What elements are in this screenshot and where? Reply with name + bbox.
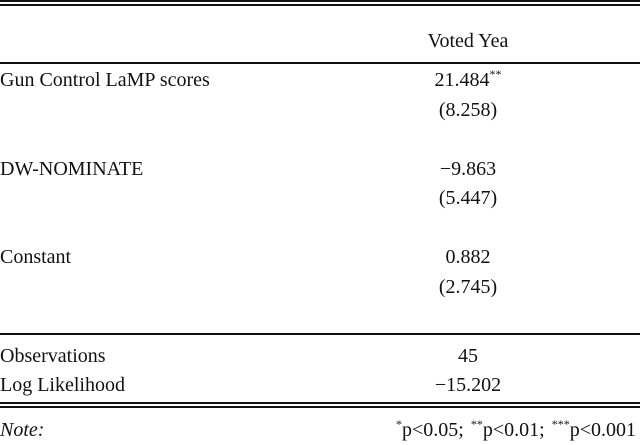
top-rule [0, 0, 640, 2]
note-item: p<0.05; [402, 419, 464, 441]
stat-label: Log Likelihood [0, 374, 125, 396]
coef-value: 0.882 [445, 246, 491, 268]
bottom-rule [0, 406, 640, 408]
stat-label: Observations [0, 345, 106, 367]
std-error: (8.258) [438, 99, 498, 121]
header-rule [0, 62, 640, 64]
note-stars: * [396, 417, 403, 431]
note-item: p<0.001 [569, 419, 636, 441]
row-label: Constant [0, 246, 72, 268]
coef: 21.484** [435, 68, 502, 92]
stat-value: 45 [458, 345, 478, 367]
note-label: Note: [0, 419, 45, 441]
column-header: Voted Yea [427, 30, 509, 52]
top-rule [0, 4, 640, 6]
std-error: (5.447) [438, 187, 498, 209]
bottom-rule [0, 402, 640, 404]
coef-stars: ** [489, 67, 502, 81]
note-stars: ** [470, 417, 483, 431]
note-stars: *** [551, 417, 570, 431]
stat-value: −15.202 [434, 374, 502, 396]
row-label: DW-NOMINATE [0, 158, 144, 180]
coef-value: 21.484 [434, 69, 490, 91]
note-text: *p<0.05; **p<0.01; ***p<0.001 [396, 418, 636, 442]
row-label: Gun Control LaMP scores [0, 69, 210, 91]
stats-rule [0, 333, 640, 335]
note-item: p<0.01; [482, 419, 545, 441]
std-error: (2.745) [438, 276, 498, 298]
coef-value: −9.863 [439, 158, 497, 180]
